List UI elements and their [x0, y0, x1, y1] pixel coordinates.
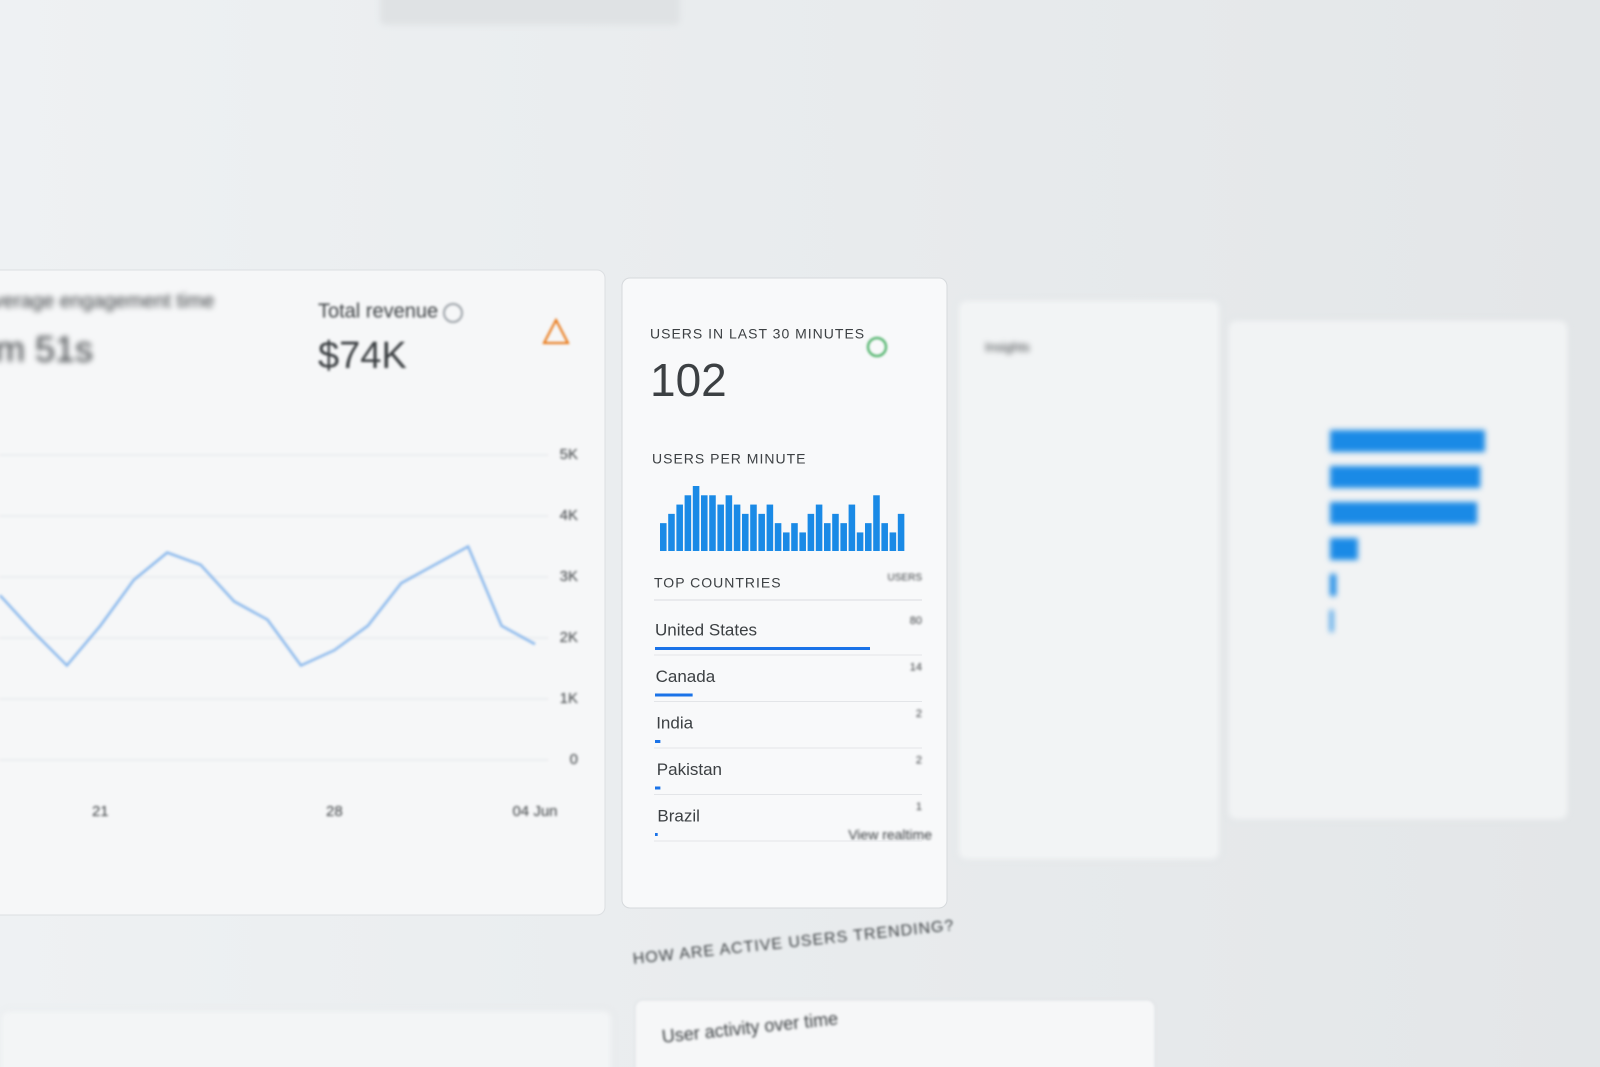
side-bar	[1330, 430, 1485, 452]
minute-bar	[725, 495, 733, 551]
country-users: 2	[916, 708, 922, 720]
country-name: United States	[655, 620, 757, 639]
country-name: Canada	[656, 667, 716, 686]
minute-bar	[758, 513, 765, 551]
x-tick-label: 21	[92, 803, 109, 820]
top-bar	[380, 0, 680, 25]
country-bar	[655, 833, 658, 836]
minute-bar	[733, 504, 741, 551]
minute-bar	[676, 504, 683, 551]
revenue-title: Total revenue	[318, 300, 438, 322]
help-icon[interactable]	[443, 303, 463, 323]
x-tick-label: 04 Jun	[512, 803, 557, 820]
minute-bar	[815, 504, 823, 551]
insights-card	[957, 299, 1221, 861]
per-minute-label: USERS PER MINUTE	[652, 451, 806, 467]
country-name: Pakistan	[657, 760, 722, 779]
side-bar	[1330, 538, 1358, 560]
y-tick-label: 3K	[560, 568, 578, 585]
minute-bar	[807, 513, 815, 551]
country-users: 2	[916, 754, 922, 766]
side-bar	[1330, 466, 1481, 488]
engagement-label: Average engagement time	[0, 290, 214, 312]
revenue-line	[0, 544, 536, 668]
country-users: 80	[910, 615, 922, 627]
minute-bar	[791, 523, 798, 551]
status-icon[interactable]	[867, 337, 887, 357]
revenue-card	[0, 269, 606, 916]
country-users: 14	[910, 661, 922, 673]
country-users: 1	[916, 801, 922, 813]
view-realtime-link[interactable]: View realtime	[848, 827, 932, 843]
minute-bar	[692, 486, 700, 551]
minute-bar	[742, 513, 749, 551]
realtime-card	[621, 277, 948, 909]
country-bar	[655, 647, 870, 650]
minute-bar	[873, 495, 880, 551]
realtime-value: 102	[650, 354, 727, 406]
minute-bar	[881, 523, 888, 551]
minute-bar	[668, 513, 675, 551]
revenue-value: $74K	[318, 335, 407, 377]
minute-bar	[840, 523, 847, 551]
side-bar	[1330, 502, 1478, 524]
y-tick-label: 2K	[560, 629, 578, 646]
country-name: India	[656, 713, 693, 732]
minute-bar	[848, 504, 856, 551]
minute-bar	[750, 504, 757, 551]
minute-bar	[766, 504, 774, 551]
y-tick-label: 5K	[560, 446, 578, 463]
country-name: Brazil	[657, 806, 700, 825]
country-bar	[655, 740, 661, 743]
trend-card	[634, 999, 1156, 1067]
country-bar	[655, 786, 661, 790]
x-tick-label: 28	[326, 803, 343, 820]
side-card	[1227, 319, 1569, 821]
y-tick-label: 4K	[560, 507, 578, 524]
minute-bar	[709, 495, 716, 551]
minute-bar	[799, 532, 806, 551]
minute-bar	[774, 523, 782, 551]
bottom-left-card	[0, 1009, 613, 1067]
side-bar	[1330, 610, 1334, 632]
insights-title: Insights	[985, 339, 1030, 354]
y-tick-label: 1K	[560, 690, 578, 707]
minute-bar	[660, 523, 667, 551]
minute-bar	[865, 523, 872, 551]
minute-bar	[717, 504, 724, 551]
minute-bar	[897, 513, 905, 551]
minute-bar	[856, 532, 864, 551]
countries-label: TOP COUNTRIES	[654, 575, 782, 591]
minute-bar	[824, 523, 831, 551]
realtime-title: USERS IN LAST 30 MINUTES	[650, 326, 865, 342]
minute-bar	[889, 532, 897, 551]
minute-bar	[684, 495, 692, 551]
y-tick-label: 0	[570, 751, 578, 768]
engagement-value: 1m 51s	[0, 329, 93, 370]
minute-bar	[701, 495, 708, 551]
minute-bar	[832, 513, 839, 551]
minute-bar	[783, 532, 790, 551]
users-label: USERS	[888, 573, 923, 584]
country-bar	[655, 693, 693, 697]
warning-icon[interactable]	[542, 317, 570, 344]
side-bar	[1330, 574, 1337, 596]
